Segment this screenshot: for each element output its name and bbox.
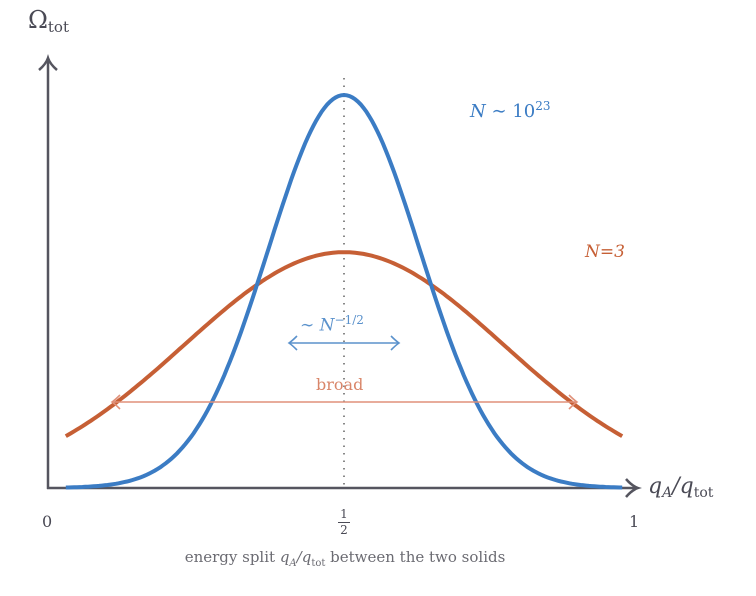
x-axis-label: qA/qtot — [648, 474, 713, 501]
x-label-slash: /q — [672, 474, 694, 499]
broad-double-arrow — [110, 394, 579, 410]
chart-caption: energy split qA/qtot between the two sol… — [0, 548, 690, 569]
x-tick-half-denominator: 2 — [340, 523, 348, 537]
series-n1e23-label: N ∼ 1023 — [470, 99, 550, 122]
broad-annotation: broad — [316, 375, 364, 394]
x-tick-0: 0 — [42, 512, 53, 531]
blue-label-exp: 23 — [535, 99, 551, 113]
y-label-main: Ω — [28, 6, 48, 34]
orange-label-text: N=3 — [585, 242, 625, 262]
x-tick-1: 1 — [629, 512, 640, 531]
width-label-exp: −1/2 — [334, 313, 364, 327]
caption-post: between the two solids — [325, 548, 506, 566]
blue-label-sim: ∼ 10 — [485, 101, 536, 122]
x-label-sub: tot — [693, 485, 714, 501]
width-double-arrow — [287, 335, 401, 351]
x-tick-half: 1 2 — [336, 508, 352, 537]
y-axis-label: Ωtot — [28, 6, 69, 36]
x-axis-arrow-icon — [625, 478, 642, 498]
x-label-q: q — [648, 474, 663, 499]
y-label-sub: tot — [47, 18, 69, 36]
series-n3-curve — [64, 250, 624, 438]
caption-qsub: A — [289, 558, 297, 569]
series-n3-label: N=3 — [585, 242, 625, 262]
caption-sub: tot — [311, 558, 326, 569]
x-label-qsub: A — [662, 485, 673, 501]
width-annotation: ∼ N−1/2 — [300, 313, 364, 336]
caption-pre: energy split — [184, 548, 280, 566]
caption-slash: /q — [296, 548, 312, 566]
x-tick-half-numerator: 1 — [340, 507, 348, 521]
y-axis-arrow-icon — [38, 54, 58, 71]
blue-label-n: N — [470, 101, 486, 122]
width-label-base: ∼ N — [300, 315, 335, 336]
fraction-bar — [338, 522, 350, 523]
caption-q: q — [279, 548, 290, 566]
series-n1e23-curve — [65, 92, 623, 490]
